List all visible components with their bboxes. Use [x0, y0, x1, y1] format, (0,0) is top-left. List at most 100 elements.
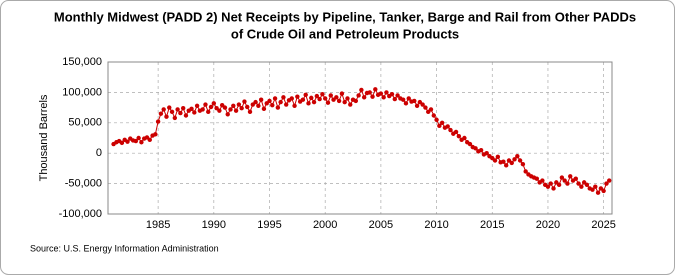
data-point — [501, 159, 506, 164]
data-point — [281, 95, 286, 100]
data-point — [400, 97, 406, 102]
y-tick-label: -50,000 — [65, 178, 102, 190]
data-point — [389, 92, 395, 97]
data-point — [590, 187, 595, 192]
x-tick-label: 1995 — [257, 219, 281, 231]
data-point — [189, 106, 194, 112]
data-point — [317, 96, 322, 102]
data-point — [225, 112, 230, 117]
y-tick-label: 50,000 — [68, 117, 102, 129]
data-point — [245, 104, 250, 110]
data-point — [267, 98, 272, 104]
plot-area — [107, 61, 613, 215]
data-point — [247, 109, 253, 115]
data-point — [300, 97, 306, 102]
data-point — [164, 114, 169, 119]
data-point — [284, 102, 289, 107]
data-point — [439, 120, 445, 126]
data-point — [540, 178, 545, 183]
data-point — [275, 105, 281, 110]
data-point — [512, 157, 517, 162]
data-point — [492, 158, 498, 163]
data-point — [559, 175, 565, 180]
data-point — [520, 161, 526, 167]
data-point — [256, 103, 261, 108]
data-point — [172, 115, 178, 121]
data-point — [322, 96, 328, 101]
data-point — [208, 104, 214, 110]
data-point — [445, 124, 450, 129]
data-point — [595, 190, 601, 195]
data-point — [414, 103, 420, 108]
x-tick-label: 2010 — [424, 219, 448, 231]
data-point — [378, 91, 384, 96]
data-point — [473, 146, 478, 151]
data-point — [211, 101, 217, 106]
data-point — [361, 95, 367, 100]
data-point — [242, 99, 247, 104]
data-point — [403, 101, 409, 106]
data-point — [161, 107, 166, 112]
x-tick-label: 2015 — [480, 219, 504, 231]
data-point — [231, 103, 236, 108]
y-tick-label: 150,000 — [62, 56, 102, 68]
data-point — [367, 90, 372, 95]
chart-title: of Crude Oil and Petroleum Products — [231, 26, 459, 41]
data-point — [607, 178, 612, 183]
data-point — [534, 176, 540, 181]
data-point — [503, 163, 509, 168]
data-point — [356, 93, 361, 98]
x-tick-label: 2020 — [536, 219, 560, 231]
data-point — [576, 181, 581, 186]
data-point — [395, 93, 400, 98]
data-point — [158, 111, 164, 116]
data-point — [462, 135, 467, 141]
data-point — [509, 160, 514, 166]
data-point — [568, 174, 573, 179]
data-point — [147, 137, 152, 143]
data-point — [579, 184, 584, 189]
data-point — [194, 103, 200, 108]
data-point — [523, 169, 528, 174]
data-point — [325, 100, 331, 105]
data-point — [178, 110, 183, 116]
data-point — [495, 154, 501, 160]
data-point — [233, 108, 239, 113]
data-point — [448, 127, 453, 133]
data-point — [258, 97, 264, 102]
data-point — [434, 117, 439, 122]
data-point — [431, 113, 436, 118]
data-point — [119, 140, 125, 146]
data-point — [456, 133, 462, 139]
data-point — [548, 181, 553, 186]
data-point — [342, 99, 347, 105]
data-point — [420, 102, 425, 107]
data-point — [370, 94, 375, 99]
data-point — [153, 132, 158, 137]
source-note: Source: U.S. Energy Information Administ… — [30, 243, 219, 253]
data-point — [303, 92, 308, 98]
data-point — [392, 96, 398, 102]
data-point — [348, 102, 353, 107]
data-point — [428, 107, 434, 112]
data-point — [180, 106, 186, 111]
data-point — [309, 95, 314, 101]
data-point — [467, 141, 473, 147]
data-point — [604, 181, 609, 186]
data-point — [556, 182, 562, 188]
data-point — [203, 102, 208, 107]
data-point — [478, 147, 484, 153]
data-point — [423, 105, 428, 110]
data-point — [359, 87, 364, 93]
y-tick-label: -100,000 — [59, 208, 102, 220]
chart-title: Monthly Midwest (PADD 2) Net Receipts by… — [54, 9, 636, 24]
data-point — [183, 113, 189, 118]
data-point — [155, 119, 161, 124]
data-point — [167, 105, 172, 110]
data-point — [453, 129, 459, 135]
data-point — [545, 184, 551, 189]
data-point — [253, 99, 258, 105]
data-point — [200, 107, 205, 112]
data-point — [175, 107, 180, 112]
x-tick-label: 2005 — [369, 219, 393, 231]
